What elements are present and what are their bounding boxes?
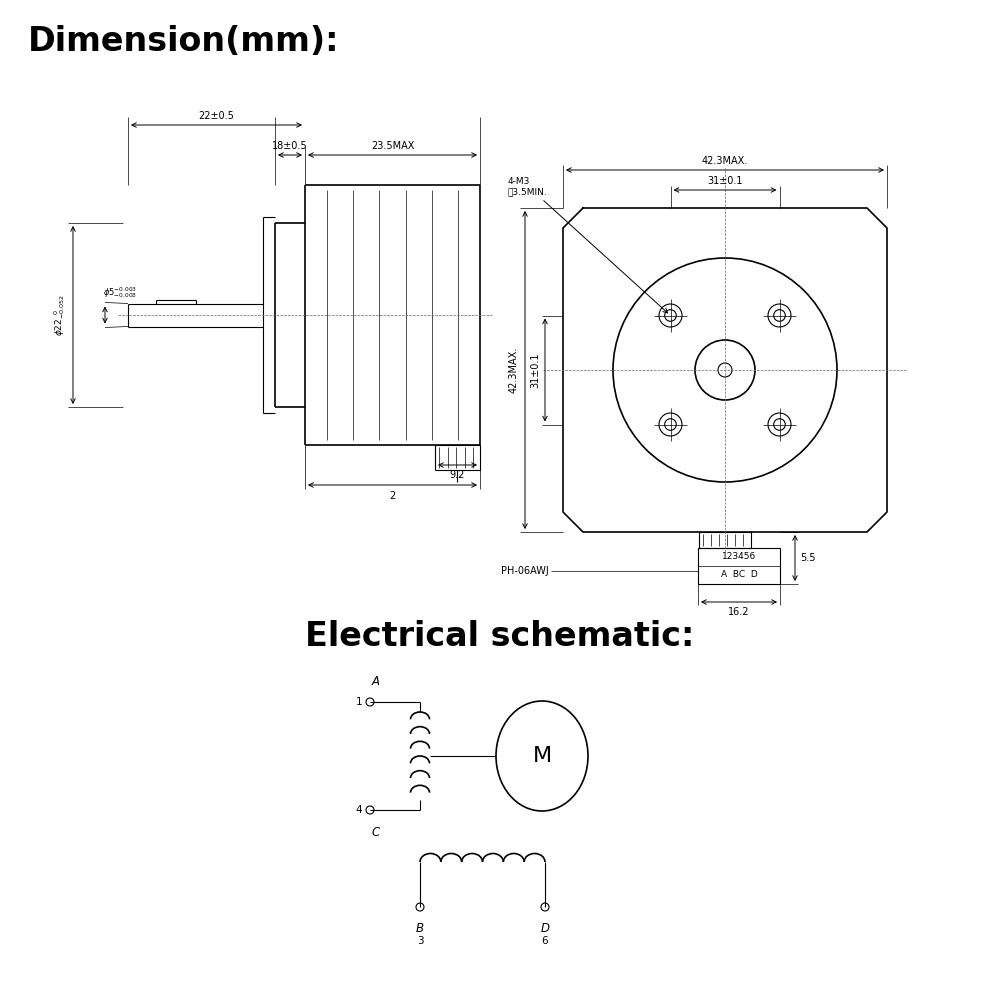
Bar	[698, 548, 780, 584]
Text: 16.2: 16.2	[728, 607, 750, 617]
Text: D: D	[540, 922, 550, 935]
Text: 31±0.1: 31±0.1	[530, 352, 540, 388]
Text: 5.5: 5.5	[800, 553, 816, 563]
Text: 3: 3	[417, 936, 423, 946]
Text: 4-M3
深3.5MIN.: 4-M3 深3.5MIN.	[508, 177, 668, 313]
Text: Electrical schematic:: Electrical schematic:	[305, 620, 695, 653]
Text: 6: 6	[542, 936, 548, 946]
Text: Dimension(mm):: Dimension(mm):	[28, 25, 340, 58]
Text: 42.3MAX.: 42.3MAX.	[702, 156, 748, 166]
Text: $\phi$22$^{\ \ 0}_{-0.052}$: $\phi$22$^{\ \ 0}_{-0.052}$	[52, 294, 67, 336]
Text: A  BC  D: A BC D	[721, 570, 757, 579]
Text: $\phi$5$^{-0.003}_{-0.008}$: $\phi$5$^{-0.003}_{-0.008}$	[103, 286, 137, 300]
Text: M: M	[532, 746, 552, 766]
Text: 31±0.1: 31±0.1	[707, 176, 743, 186]
Text: 123456: 123456	[722, 552, 756, 561]
Text: 9.2: 9.2	[450, 470, 465, 480]
Text: 22±0.5: 22±0.5	[199, 111, 234, 121]
Text: 2: 2	[389, 491, 396, 501]
Text: A: A	[372, 675, 380, 688]
Text: B: B	[416, 922, 424, 935]
Text: C: C	[372, 826, 380, 839]
Text: 18±0.5: 18±0.5	[272, 141, 308, 151]
Text: 42.3MAX.: 42.3MAX.	[509, 347, 519, 393]
Text: 23.5MAX: 23.5MAX	[371, 141, 414, 151]
Text: 4: 4	[355, 805, 362, 815]
Bar	[699, 532, 751, 548]
Text: 1: 1	[355, 697, 362, 707]
Text: PH-06AWJ: PH-06AWJ	[501, 566, 549, 576]
